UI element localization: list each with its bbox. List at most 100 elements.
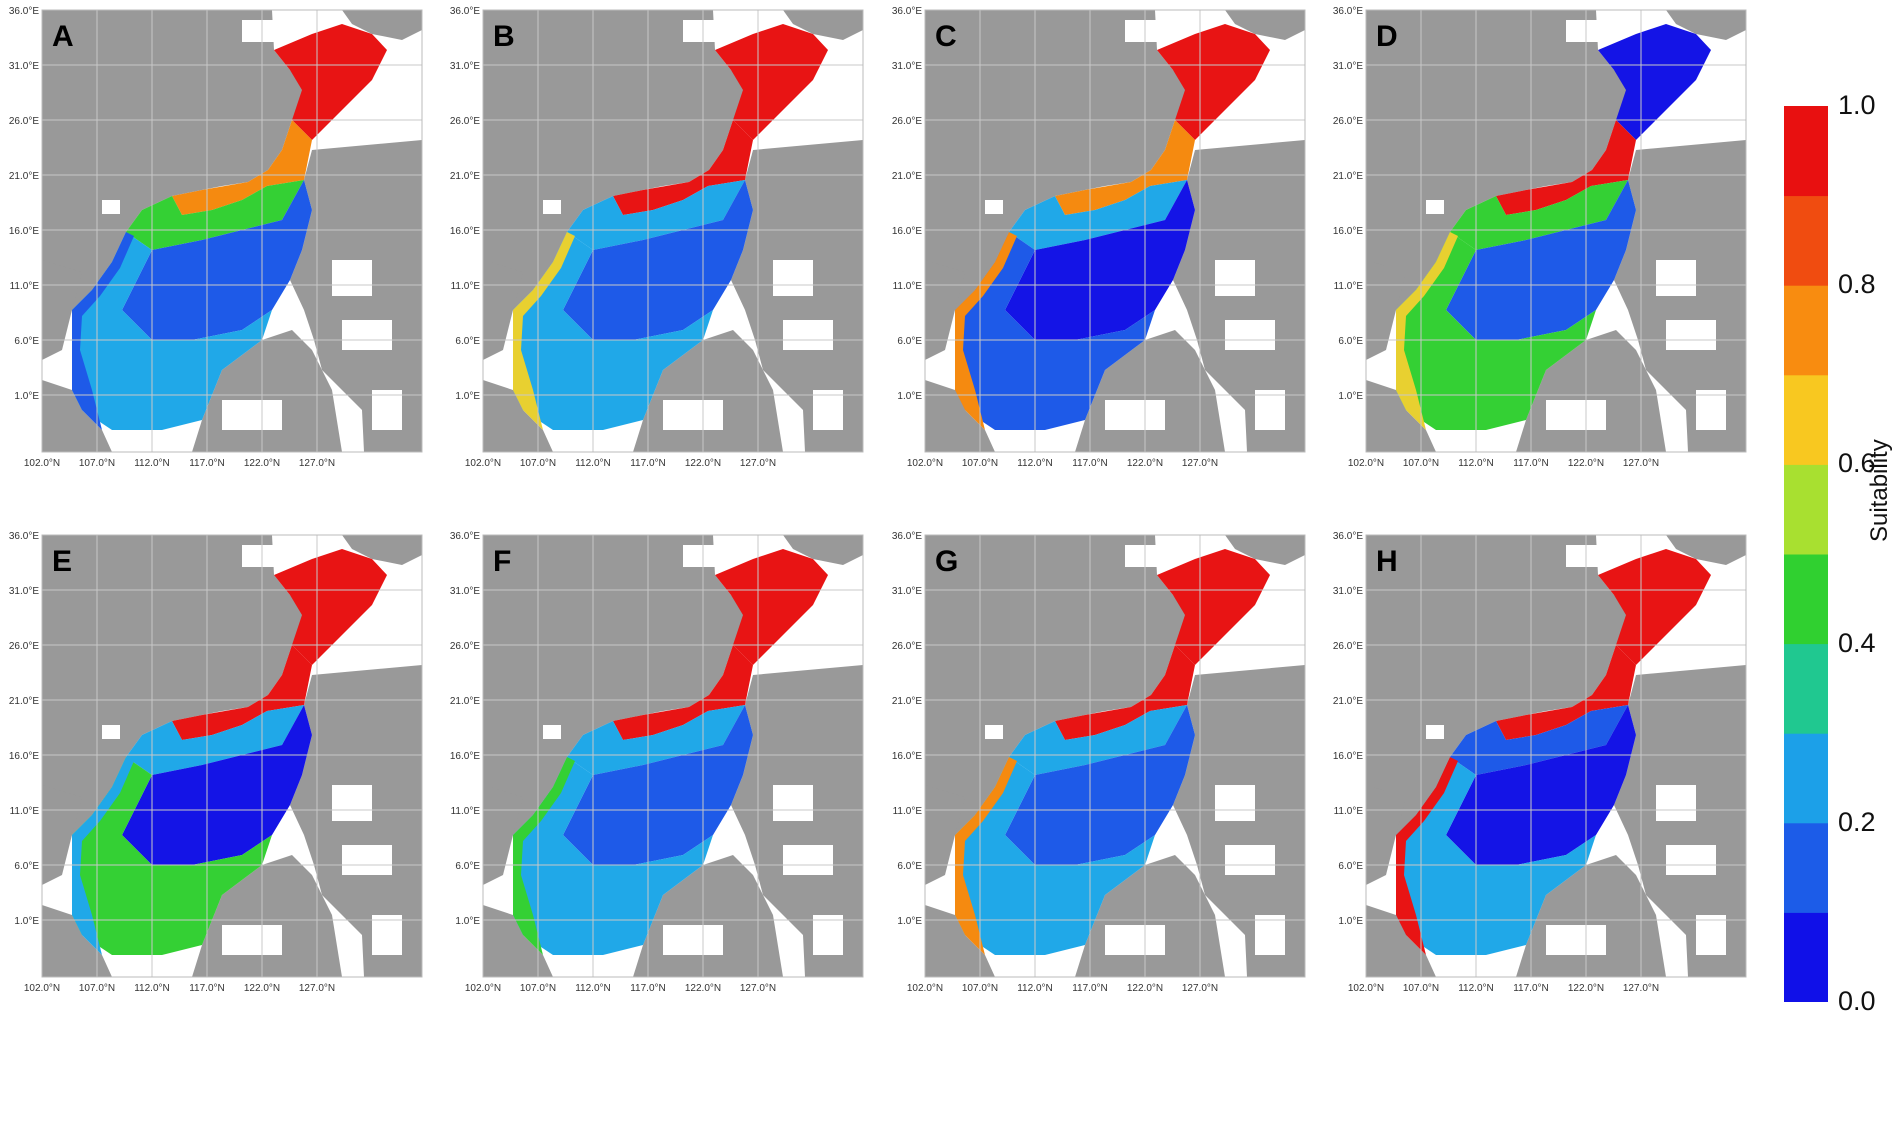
region-southern-shelf xyxy=(1396,232,1596,430)
y-tick-label: 26.0°E xyxy=(892,116,922,127)
land-areas xyxy=(1366,535,1746,977)
region-northern-shelf xyxy=(1009,180,1187,250)
colorbar-segment xyxy=(1784,733,1828,824)
colorbar-segment xyxy=(1784,106,1828,197)
y-tick-label: 36.0°E xyxy=(1333,6,1363,17)
map-frame xyxy=(482,9,864,453)
land-polygon xyxy=(1366,905,1436,977)
y-tick-label: 11.0°E xyxy=(451,806,481,817)
region-east-china-sea xyxy=(1598,24,1711,140)
no-data-patch xyxy=(543,725,561,739)
x-tick-label: 122.0°N xyxy=(1568,983,1604,994)
x-tick-label: 112.0°N xyxy=(134,458,170,469)
y-tick-label: 31.0°E xyxy=(9,586,39,597)
suitability-field xyxy=(513,549,828,955)
y-tick-label: 6.0°E xyxy=(1338,861,1363,872)
no-data-patch xyxy=(1696,390,1726,430)
map-svg: 36.0°E 31.0°E 26.0°E 21.0°E 16.0°E 11.0°E 6.0°… xyxy=(450,531,864,994)
region-central-basin xyxy=(122,705,312,865)
y-tick-label: 11.0°E xyxy=(1334,806,1364,817)
x-tick-label: 107.0°N xyxy=(520,983,556,994)
land-polygon xyxy=(42,535,312,845)
y-tick-label: 6.0°E xyxy=(455,336,480,347)
region-northern-shelf xyxy=(567,705,745,775)
no-data-patch xyxy=(783,320,833,350)
land-polygon xyxy=(1225,10,1305,40)
no-data-patch xyxy=(332,785,372,821)
region-northern-shelf xyxy=(1450,180,1628,250)
no-data-patch xyxy=(222,400,282,430)
region-southern-shelf xyxy=(513,232,713,430)
land-polygon xyxy=(1366,535,1636,845)
y-tick-label: 6.0°E xyxy=(14,336,39,347)
no-data-patch xyxy=(1696,915,1726,955)
land-areas xyxy=(42,535,422,977)
y-tick-label: 36.0°E xyxy=(9,6,39,17)
y-tick-label: 1.0°E xyxy=(1338,916,1363,927)
x-tick-label: 117.0°N xyxy=(189,983,225,994)
region-southern-shelf xyxy=(1396,757,1596,955)
map-svg: 36.0°E 31.0°E 26.0°E 21.0°E 16.0°E 11.0°E 6.0°… xyxy=(1333,6,1747,469)
colorbar-tick-label: 0.2 xyxy=(1838,806,1876,837)
region-northern-shelf xyxy=(567,180,745,250)
colorbar-segment xyxy=(1784,464,1828,555)
suitability-field xyxy=(955,24,1270,430)
x-tick-label: 127.0°N xyxy=(1623,458,1659,469)
region-coastal-band xyxy=(513,757,575,955)
land-polygon xyxy=(42,380,112,452)
map-frame xyxy=(482,534,864,978)
x-tick-label: 107.0°N xyxy=(79,458,115,469)
colorbar-tick-label: 0.0 xyxy=(1838,986,1876,1016)
y-tick-label: 26.0°E xyxy=(9,641,39,652)
map-frame xyxy=(924,534,1306,978)
region-northern-shelf xyxy=(1450,705,1628,775)
y-tick-label: 1.0°E xyxy=(14,916,39,927)
land-polygon xyxy=(42,10,312,320)
no-data-patch xyxy=(773,785,813,821)
x-tick-label: 112.0°N xyxy=(1458,983,1494,994)
region-coastal-band xyxy=(955,757,1017,955)
no-data-patch xyxy=(1666,320,1716,350)
no-data-patch xyxy=(663,400,723,430)
y-tick-label: 31.0°E xyxy=(450,586,480,597)
x-tick-label: 112.0°N xyxy=(575,983,611,994)
map-panel-c: 36.0°E 31.0°E 26.0°E 21.0°E 16.0°E 11.0°E 6.0°… xyxy=(892,6,1306,472)
colorbar-segment xyxy=(1784,195,1828,286)
region-southern-shelf xyxy=(72,757,272,955)
land-polygon xyxy=(1666,535,1746,565)
region-central-basin xyxy=(1446,705,1636,865)
land-areas xyxy=(483,10,863,452)
no-data-patch xyxy=(1546,400,1606,430)
colorbar-title: Suitability xyxy=(1866,439,1893,542)
no-data-patch xyxy=(102,725,120,739)
map-svg: 36.0°E 31.0°E 26.0°E 21.0°E 16.0°E 11.0°E 6.0°… xyxy=(9,531,423,994)
y-tick-label: 1.0°E xyxy=(897,916,922,927)
no-data-patch xyxy=(1215,785,1255,821)
x-tick-label: 112.0°N xyxy=(1017,458,1053,469)
map-panel-b: 36.0°E 31.0°E 26.0°E 21.0°E 16.0°E 11.0°E 6.0°… xyxy=(450,6,864,472)
map-frame xyxy=(924,9,1306,453)
no-data-patch xyxy=(783,845,833,875)
colorbar-tick-label: 0.4 xyxy=(1838,627,1876,658)
no-data-patch xyxy=(1656,260,1696,296)
region-southern-shelf xyxy=(513,757,713,955)
x-tick-label: 102.0°N xyxy=(907,983,943,994)
y-tick-label: 26.0°E xyxy=(450,641,480,652)
colorbar-segment xyxy=(1784,643,1828,734)
x-tick-label: 102.0°N xyxy=(465,458,501,469)
map-panel-e: 36.0°E 31.0°E 26.0°E 21.0°E 16.0°E 11.0°E 6.0°… xyxy=(9,531,423,997)
no-data-patch xyxy=(1255,390,1285,430)
land-polygon xyxy=(925,905,995,977)
x-tick-label: 102.0°N xyxy=(907,458,943,469)
land-areas xyxy=(42,10,422,452)
colorbar-segment xyxy=(1784,285,1828,376)
y-tick-label: 16.0°E xyxy=(892,751,922,762)
region-southern-shelf xyxy=(955,232,1155,430)
region-southern-shelf xyxy=(955,757,1155,955)
y-tick-label: 21.0°E xyxy=(892,696,922,707)
colorbar-tick-label: 0.6 xyxy=(1838,448,1876,479)
panel-label: E xyxy=(52,545,73,578)
x-tick-label: 122.0°N xyxy=(244,458,280,469)
land-polygon xyxy=(1366,380,1436,452)
